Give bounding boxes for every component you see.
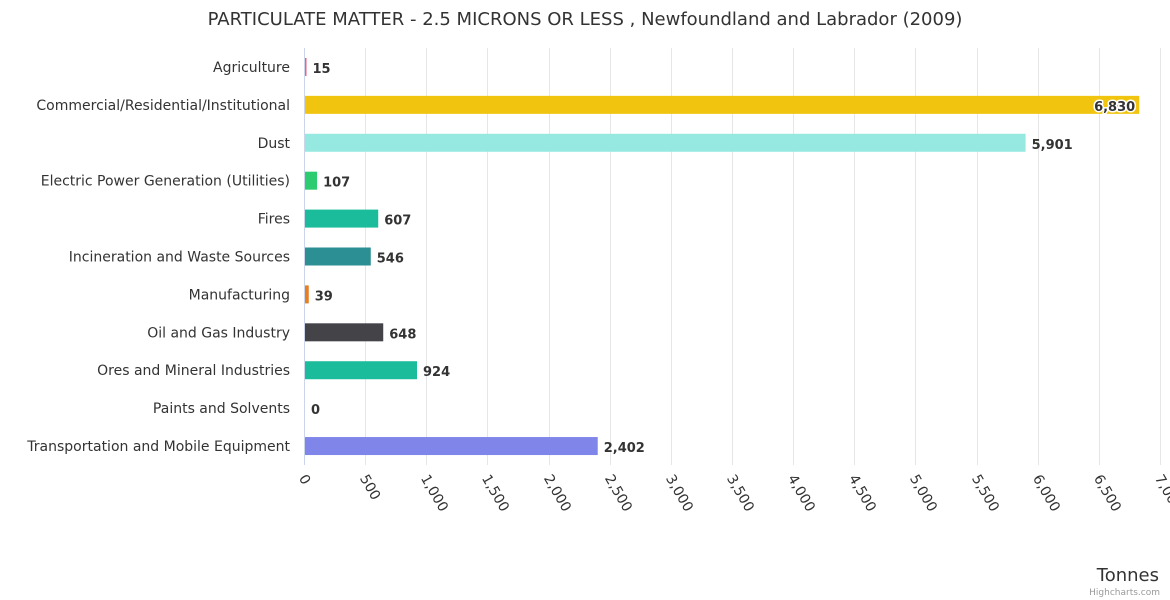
x-tick-label: 1,000 — [417, 472, 451, 515]
category-label: Fires — [258, 212, 290, 228]
category-label: Agriculture — [213, 60, 290, 76]
x-tick-label: 1,500 — [478, 472, 512, 515]
x-tick-label: 7,000 — [1151, 472, 1170, 515]
data-label: 2,402 — [604, 441, 645, 456]
bar[interactable] — [305, 361, 417, 380]
bar[interactable] — [305, 95, 1140, 114]
x-tick-label: 4,000 — [784, 472, 818, 515]
bar[interactable] — [305, 133, 1026, 152]
category-label: Electric Power Generation (Utilities) — [41, 174, 290, 190]
data-label: 5,901 — [1032, 138, 1073, 153]
category-label: Paints and Solvents — [153, 401, 290, 417]
x-tick-label: 0 — [295, 472, 313, 488]
x-tick-label: 500 — [356, 472, 383, 503]
x-tick-labels: 0 500 1,000 1,500 2,000 2,500 3,000 3,500 4,000 4… — [295, 472, 1170, 515]
x-axis-title: Tonnes — [1096, 565, 1159, 586]
category-label: Commercial/Residential/Institutional — [36, 98, 290, 114]
category-label: Transportation and Mobile Equipment — [26, 439, 290, 455]
x-tick-label: 6,500 — [1090, 472, 1124, 515]
x-tick-label: 4,500 — [845, 472, 879, 515]
data-label: 0 — [311, 403, 320, 418]
x-tick-label: 2,000 — [540, 472, 574, 515]
category-label: Dust — [258, 136, 291, 152]
bar[interactable] — [305, 171, 318, 190]
x-tick-label: 2,500 — [601, 472, 635, 515]
data-label: 15 — [313, 62, 331, 77]
bar[interactable] — [305, 57, 307, 76]
data-label: 924 — [423, 365, 450, 380]
category-label: Oil and Gas Industry — [147, 325, 290, 341]
x-tick-label: 3,500 — [723, 472, 757, 515]
category-label: Ores and Mineral Industries — [97, 363, 290, 379]
bars — [305, 57, 1140, 456]
bar[interactable] — [305, 437, 598, 456]
credits[interactable]: Highcharts.com — [1089, 588, 1160, 598]
bar[interactable] — [305, 247, 371, 266]
bar[interactable] — [305, 209, 379, 228]
x-tick-label: 6,000 — [1029, 472, 1063, 515]
data-label: 648 — [389, 327, 416, 342]
data-label: 39 — [315, 289, 333, 304]
data-label: 6,830 — [1094, 100, 1135, 115]
data-label: 107 — [323, 176, 350, 191]
category-label: Manufacturing — [189, 287, 290, 303]
x-tick-label: 5,000 — [906, 472, 940, 515]
data-label: 607 — [384, 214, 411, 229]
grid-lines — [365, 48, 1161, 465]
x-tick-label: 5,500 — [968, 472, 1002, 515]
x-tick-label: 3,000 — [662, 472, 696, 515]
chart-title: PARTICULATE MATTER - 2.5 MICRONS OR LESS… — [208, 9, 963, 30]
category-label: Incineration and Waste Sources — [69, 250, 290, 266]
category-labels: Agriculture Commercial/Residential/Instit… — [26, 60, 290, 455]
bar[interactable] — [305, 285, 309, 304]
data-label: 546 — [377, 252, 404, 267]
data-labels: 15 6,830 5,901 107 607 546 39 648 924 0 2,402 — [311, 62, 1137, 456]
bar[interactable] — [305, 323, 384, 342]
